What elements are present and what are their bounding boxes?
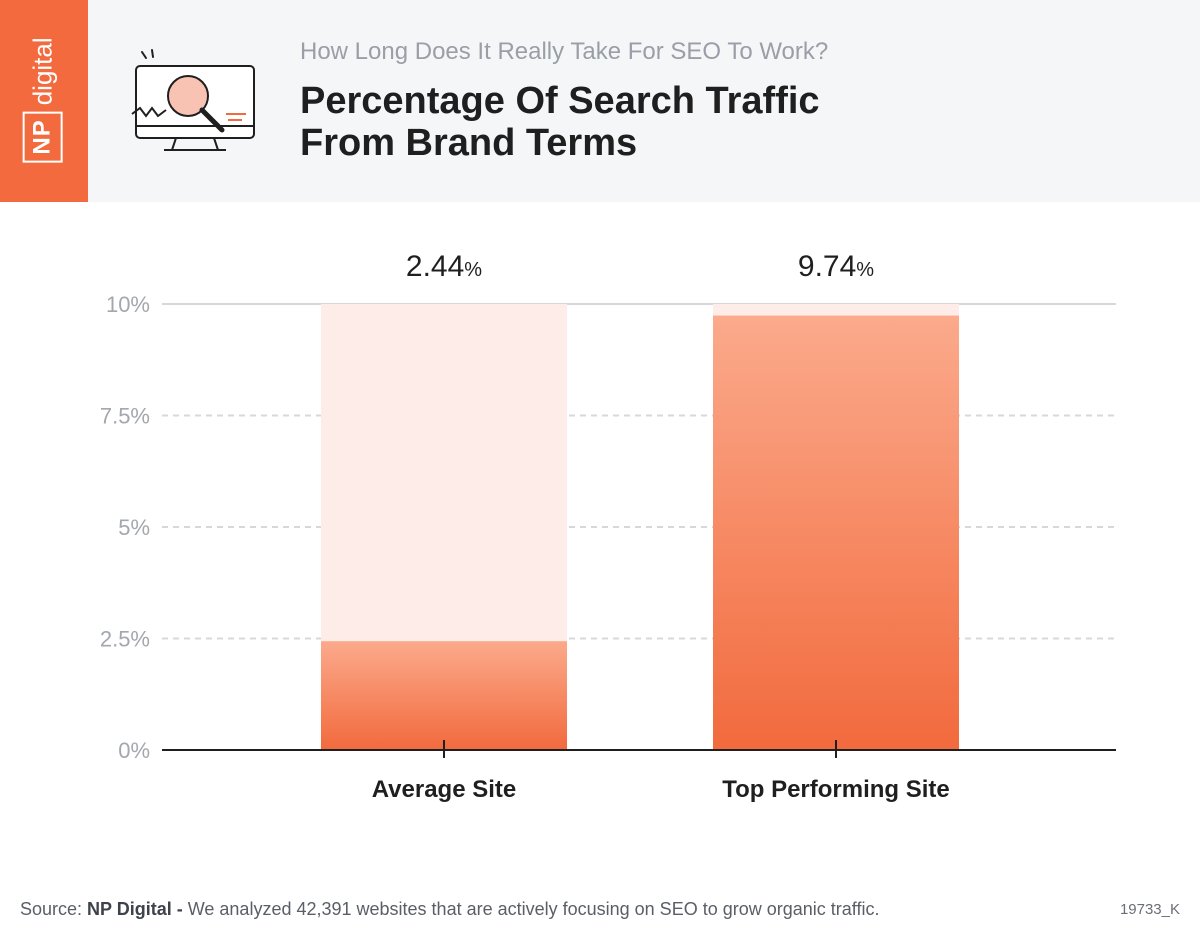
bar xyxy=(321,641,567,750)
chart-supertitle: How Long Does It Really Take For SEO To … xyxy=(300,38,829,65)
source-note: Source: NP Digital - We analyzed 42,391 … xyxy=(20,899,879,920)
y-tick-label: 10% xyxy=(106,292,150,317)
axis-layer xyxy=(162,740,1116,758)
source-prefix: Source: xyxy=(20,899,88,919)
data-label: 9.74% xyxy=(798,250,874,283)
source-name: NP Digital - xyxy=(87,899,183,919)
y-tick-label: 0% xyxy=(118,738,150,763)
figure-code: 19733_K xyxy=(1119,901,1180,918)
y-tick-label: 2.5% xyxy=(100,627,150,652)
chart-title: Percentage Of Search Traffic From Brand … xyxy=(300,80,1000,164)
source-text: We analyzed 42,391 websites that are act… xyxy=(182,899,880,919)
y-tick-label: 5% xyxy=(118,515,150,540)
bar-chart: 0% 2.5% 5% 7.5% 10% 2.44% Average Site 9.74% Top… xyxy=(100,250,1116,803)
x-category-label: Average Site xyxy=(372,776,517,803)
brand-strip: NP digital xyxy=(0,0,88,202)
bar xyxy=(713,315,959,750)
y-tick-label: 7.5% xyxy=(100,404,150,429)
label-layer: 0% 2.5% 5% 7.5% 10% 2.44% Average Site 9.74% Top… xyxy=(100,250,950,803)
grid-layer xyxy=(162,303,1116,640)
np-digital-logo: NP digital xyxy=(16,30,70,170)
bar-layer xyxy=(321,304,959,750)
data-label: 2.44% xyxy=(406,250,482,283)
x-category-label: Top Performing Site xyxy=(722,776,950,803)
monitor-magnifier-icon xyxy=(131,49,255,151)
brand-word: digital xyxy=(28,37,58,106)
chart-title-line1: Percentage Of Search Traffic xyxy=(300,80,820,122)
brand-box: NP xyxy=(23,111,63,163)
chart-title-line2: From Brand Terms xyxy=(300,122,638,164)
header: NP digital How Long Does It Really Take … xyxy=(0,0,1200,202)
